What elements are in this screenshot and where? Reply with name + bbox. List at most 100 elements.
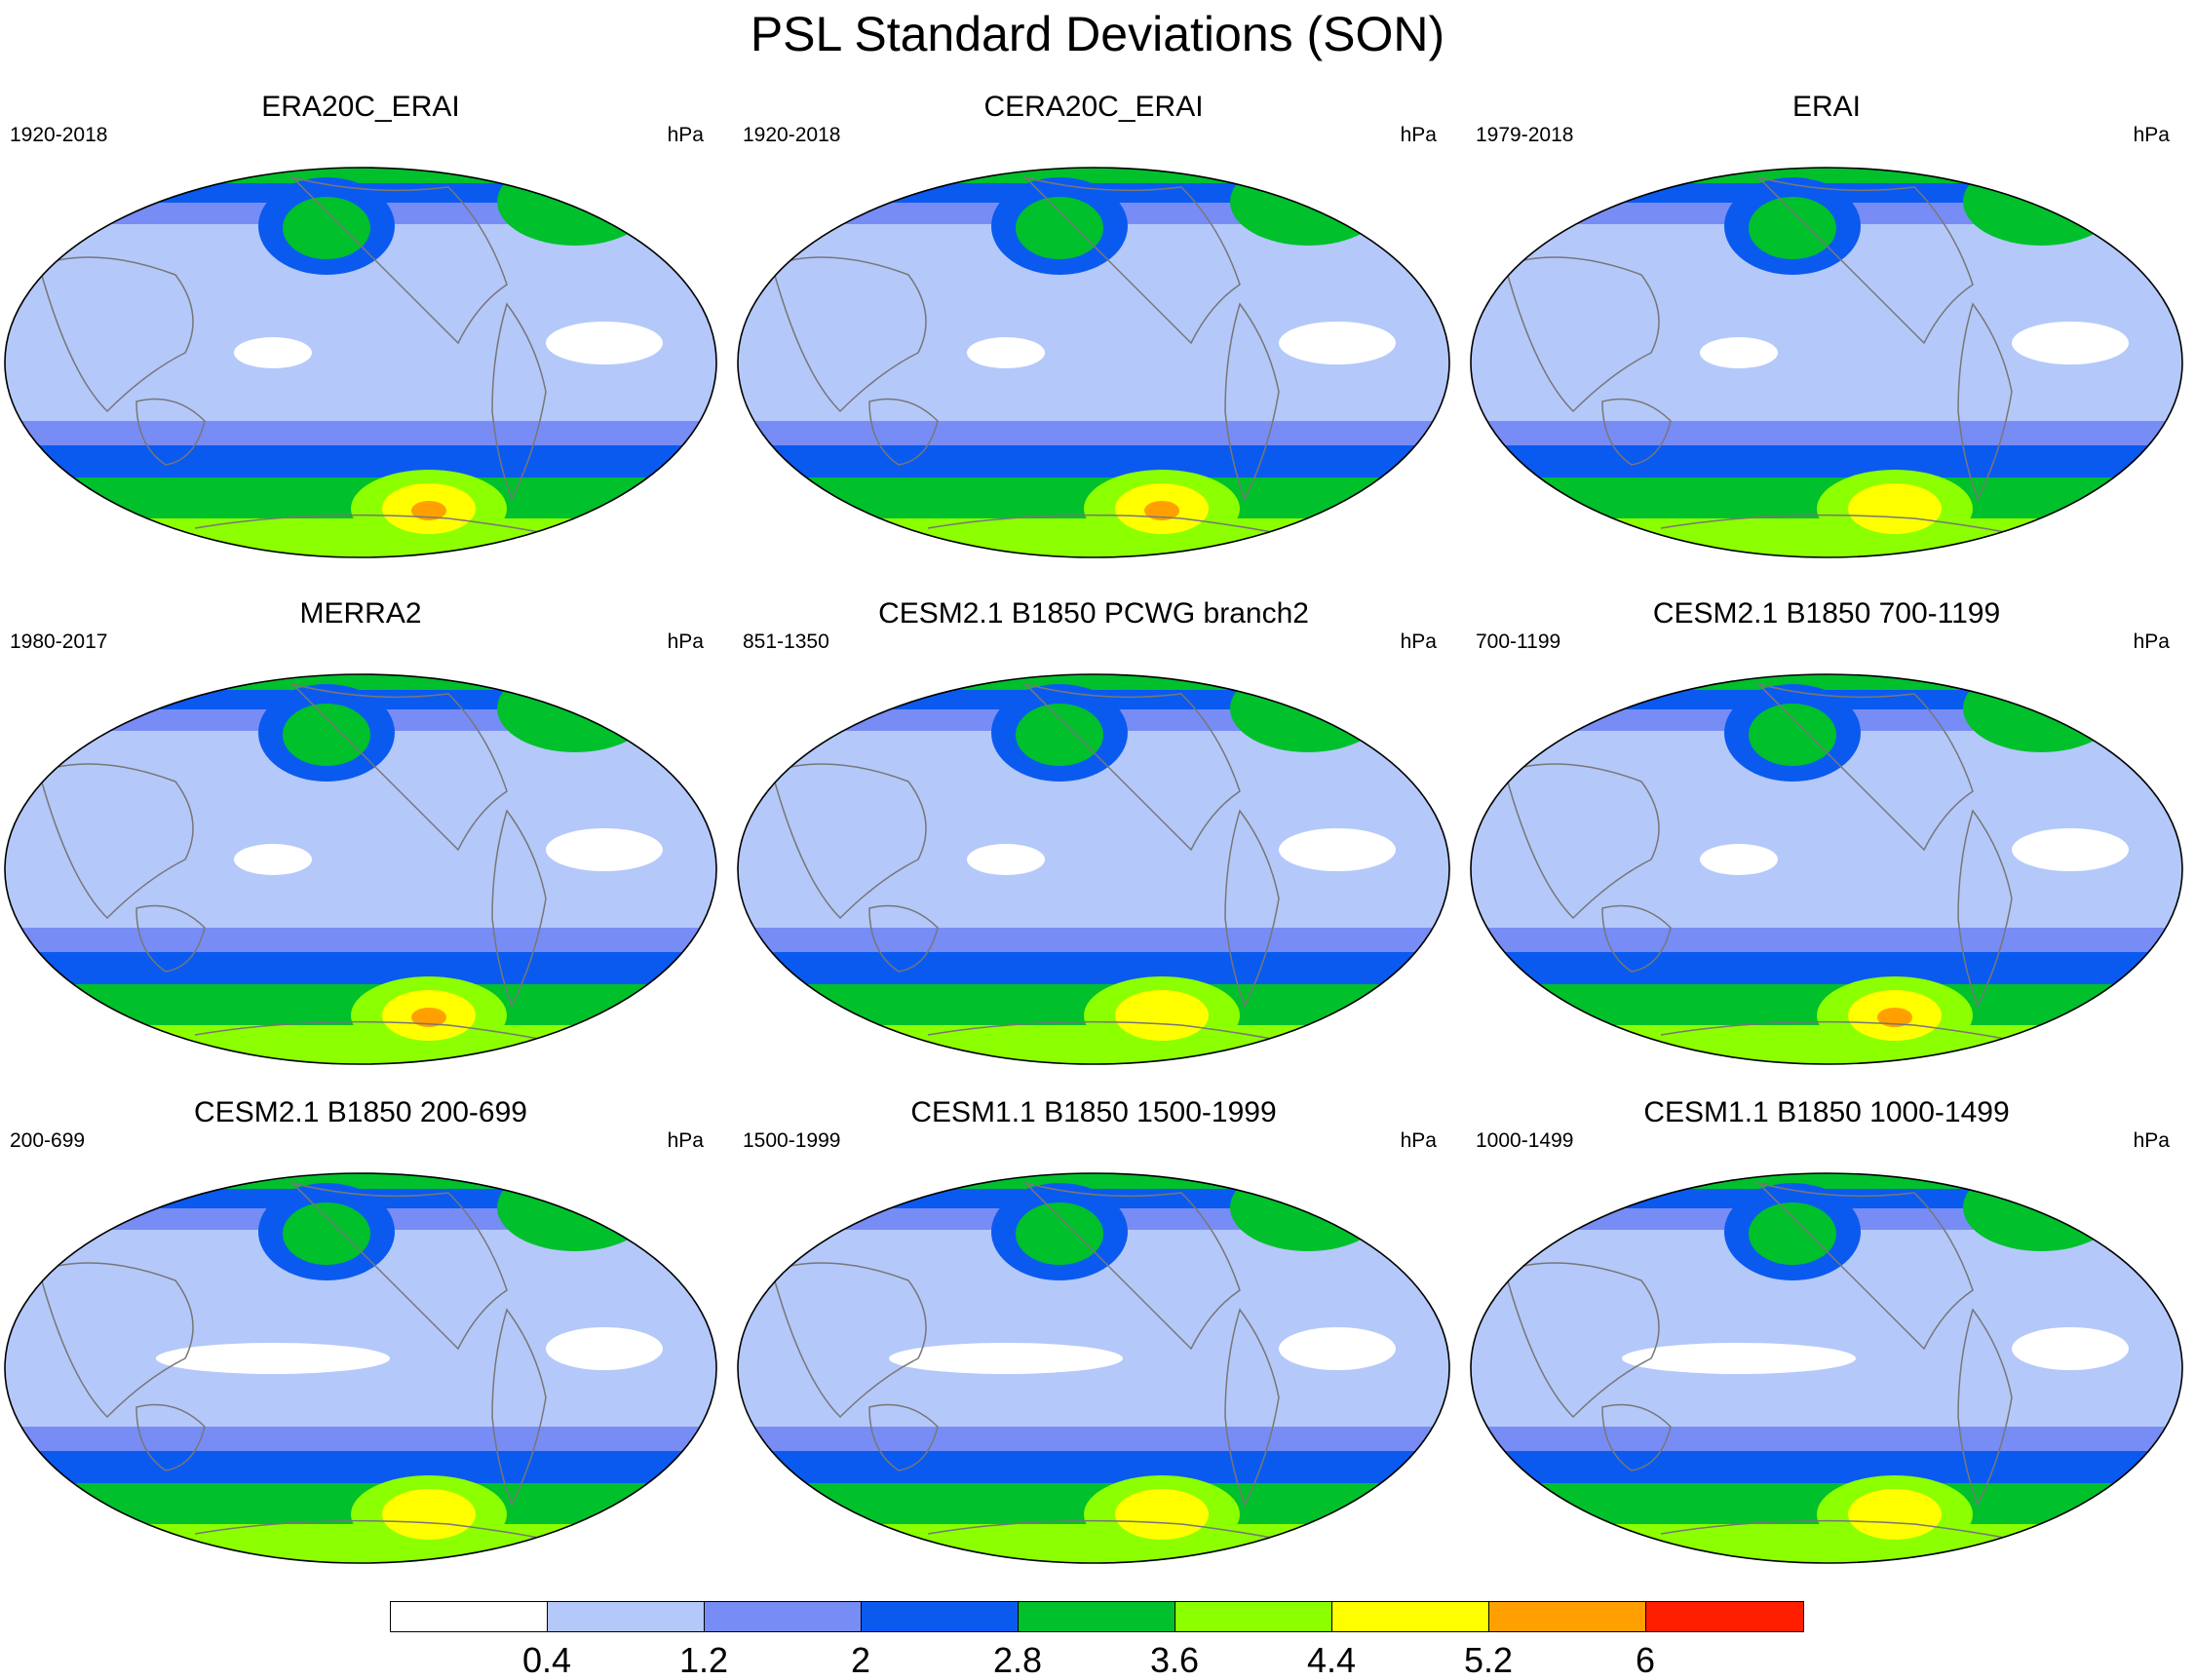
map-panel-6: CESM2.1 B1850 700-1199 700-1199 hPa bbox=[1466, 596, 2187, 1069]
map-band bbox=[5, 168, 716, 183]
map-panel-8: CESM1.1 B1850 1500-1999 1500-1999 hPa bbox=[733, 1095, 1454, 1568]
map-blob bbox=[546, 1327, 663, 1370]
north-america-outline bbox=[289, 1181, 508, 1351]
south-america-outline bbox=[491, 1308, 547, 1507]
map-blob bbox=[1016, 1203, 1103, 1265]
map-blob bbox=[283, 704, 370, 766]
asia-outline bbox=[771, 763, 927, 920]
panel-units: hPa bbox=[1400, 630, 1437, 653]
map-blob bbox=[1749, 197, 1836, 259]
panel-units: hPa bbox=[667, 1129, 704, 1152]
antarctica-outline bbox=[1660, 1020, 2032, 1046]
australia-outline bbox=[135, 398, 206, 466]
colorbar-box bbox=[704, 1601, 862, 1632]
colorbar-label: 4.4 bbox=[1306, 1640, 1357, 1680]
map-band bbox=[1471, 1173, 2182, 1189]
map-blob bbox=[1279, 828, 1396, 871]
panel-title: CESM1.1 B1850 1500-1999 bbox=[910, 1096, 1277, 1128]
north-america-outline bbox=[1022, 1181, 1241, 1351]
south-america-outline bbox=[1224, 809, 1280, 1008]
colorbar-box bbox=[1331, 1601, 1489, 1632]
asia-outline bbox=[38, 256, 194, 413]
map-band bbox=[738, 1173, 1449, 1189]
map-blob bbox=[411, 1008, 446, 1027]
map-blob bbox=[1144, 501, 1179, 520]
antarctica-outline bbox=[1660, 1519, 2032, 1545]
map-blob bbox=[1877, 1008, 1912, 1027]
colorbar-label: 2.8 bbox=[992, 1640, 1043, 1680]
map-border bbox=[4, 167, 717, 558]
map-band bbox=[5, 1173, 716, 1189]
panel-units: hPa bbox=[667, 124, 704, 146]
australia-outline bbox=[868, 904, 939, 973]
panel-period: 1920-2018 bbox=[743, 124, 841, 146]
map-plot bbox=[4, 673, 717, 1065]
colorbar-label: 5.2 bbox=[1463, 1640, 1514, 1680]
figure-title: PSL Standard Deviations (SON) bbox=[750, 7, 1445, 61]
map-blob bbox=[1115, 990, 1209, 1041]
colorbar-label: 0.4 bbox=[521, 1640, 572, 1680]
coastlines bbox=[38, 682, 566, 1046]
asia-outline bbox=[38, 1262, 194, 1419]
colorbar-label: 1.2 bbox=[678, 1640, 729, 1680]
colorbar bbox=[390, 1601, 1805, 1634]
panel-title: ERAI bbox=[1791, 91, 1862, 123]
map-blob bbox=[497, 674, 653, 752]
colorbar-label: 2 bbox=[850, 1640, 871, 1680]
panel-units: hPa bbox=[2133, 124, 2170, 146]
panel-title: CESM2.1 B1850 PCWG branch2 bbox=[878, 597, 1309, 630]
map-border bbox=[1470, 673, 2183, 1065]
panel-title: CESM2.1 B1850 200-699 bbox=[194, 1096, 527, 1128]
map-blob bbox=[1963, 674, 2119, 752]
south-america-outline bbox=[1957, 809, 2013, 1008]
asia-outline bbox=[771, 256, 927, 413]
panel-title: CERA20C_ERAI bbox=[983, 91, 1204, 123]
antarctica-outline bbox=[194, 1519, 566, 1545]
antarctica-outline bbox=[1660, 514, 2032, 539]
map-blob bbox=[234, 337, 312, 368]
antarctica-outline bbox=[927, 514, 1299, 539]
map-band bbox=[1471, 674, 2182, 690]
south-america-outline bbox=[491, 302, 547, 501]
map-blob bbox=[234, 844, 312, 875]
panel-period: 1500-1999 bbox=[743, 1129, 841, 1152]
north-america-outline bbox=[289, 682, 508, 852]
map-plot bbox=[1470, 1172, 2183, 1564]
map-plot bbox=[737, 167, 1450, 558]
colorbar-box bbox=[547, 1601, 705, 1632]
coastlines bbox=[771, 175, 1299, 539]
colorbar-box bbox=[390, 1601, 548, 1632]
colorbar-box bbox=[1488, 1601, 1646, 1632]
coastlines bbox=[1504, 175, 2032, 539]
panel-units: hPa bbox=[1400, 124, 1437, 146]
map-plot bbox=[4, 1172, 717, 1564]
map-panel-7: CESM2.1 B1850 200-699 200-699 hPa bbox=[0, 1095, 721, 1568]
coastlines bbox=[1504, 1181, 2032, 1545]
map-plot bbox=[1470, 167, 2183, 558]
map-blob bbox=[283, 197, 370, 259]
coastlines bbox=[38, 175, 566, 539]
map-panel-4: MERRA2 1980-2017 hPa bbox=[0, 596, 721, 1069]
map-panel-1: ERA20C_ERAI 1920-2018 hPa bbox=[0, 90, 721, 562]
panel-period: 851-1350 bbox=[743, 630, 829, 653]
map-blob bbox=[2012, 322, 2129, 364]
colorbar-box bbox=[1645, 1601, 1804, 1632]
map-blob bbox=[1848, 1489, 1942, 1540]
map-blob bbox=[1700, 844, 1778, 875]
map-blob bbox=[497, 1173, 653, 1251]
asia-outline bbox=[1504, 763, 1660, 920]
panel-units: hPa bbox=[667, 630, 704, 653]
map-band bbox=[5, 674, 716, 690]
map-panel-5: CESM2.1 B1850 PCWG branch2 851-1350 hPa bbox=[733, 596, 1454, 1069]
map-blob bbox=[889, 1343, 1123, 1374]
map-blob bbox=[2012, 1327, 2129, 1370]
map-blob bbox=[1622, 1343, 1856, 1374]
map-blob bbox=[546, 322, 663, 364]
map-border bbox=[4, 1172, 717, 1564]
asia-outline bbox=[771, 1262, 927, 1419]
map-blob bbox=[1848, 483, 1942, 534]
map-blob bbox=[1115, 1489, 1209, 1540]
panel-units: hPa bbox=[2133, 630, 2170, 653]
map-blob bbox=[1016, 197, 1103, 259]
north-america-outline bbox=[1022, 682, 1241, 852]
